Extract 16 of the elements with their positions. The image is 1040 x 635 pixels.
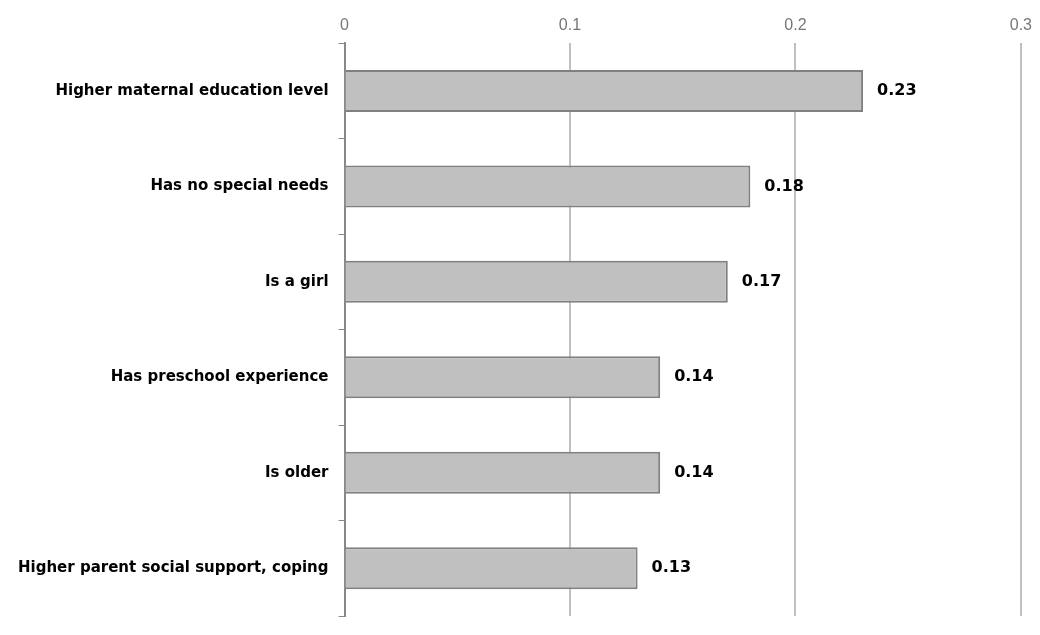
x-tick-label: 0 — [340, 16, 350, 34]
data-label: 0.17 — [741, 271, 782, 291]
data-label: 0.14 — [674, 366, 714, 386]
x-tick-label: 0.2 — [784, 16, 807, 34]
data-label: 0.18 — [764, 175, 804, 195]
data-label: 0.23 — [877, 80, 917, 100]
y-tick-label: Is older — [265, 462, 330, 481]
y-tick-label: Is a girl — [265, 271, 329, 290]
x-tick-label: 0.1 — [558, 16, 582, 34]
data-label: 0.13 — [651, 557, 692, 577]
data-label: 0.14 — [674, 461, 714, 481]
x-tick-label: 0.3 — [1009, 16, 1033, 34]
y-tick-label: Higher parent social support, coping — [17, 558, 329, 577]
y-tick-label: Has preschool experience — [110, 367, 329, 386]
y-tick-label: Higher maternal education level — [55, 80, 329, 99]
y-tick-label: Has no special needs — [150, 176, 329, 195]
